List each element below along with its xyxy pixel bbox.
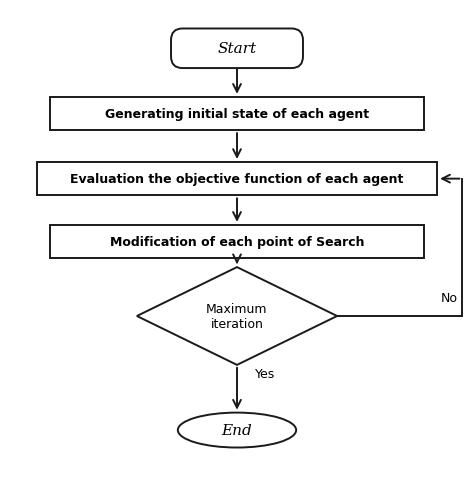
Bar	[50, 97, 424, 131]
Text: Evaluation the objective function of each agent: Evaluation the objective function of eac…	[70, 173, 404, 186]
Text: Yes: Yes	[255, 367, 275, 380]
Bar	[50, 225, 424, 259]
Ellipse shape	[178, 413, 296, 448]
Text: Generating initial state of each agent: Generating initial state of each agent	[105, 108, 369, 121]
Text: Maximum
iteration: Maximum iteration	[206, 302, 268, 330]
Polygon shape	[137, 268, 337, 365]
Text: Modification of each point of Search: Modification of each point of Search	[110, 236, 364, 248]
Text: End: End	[222, 423, 252, 437]
Text: Start: Start	[218, 42, 256, 56]
Text: No: No	[441, 292, 458, 305]
FancyBboxPatch shape	[171, 30, 303, 69]
Bar	[37, 163, 437, 196]
